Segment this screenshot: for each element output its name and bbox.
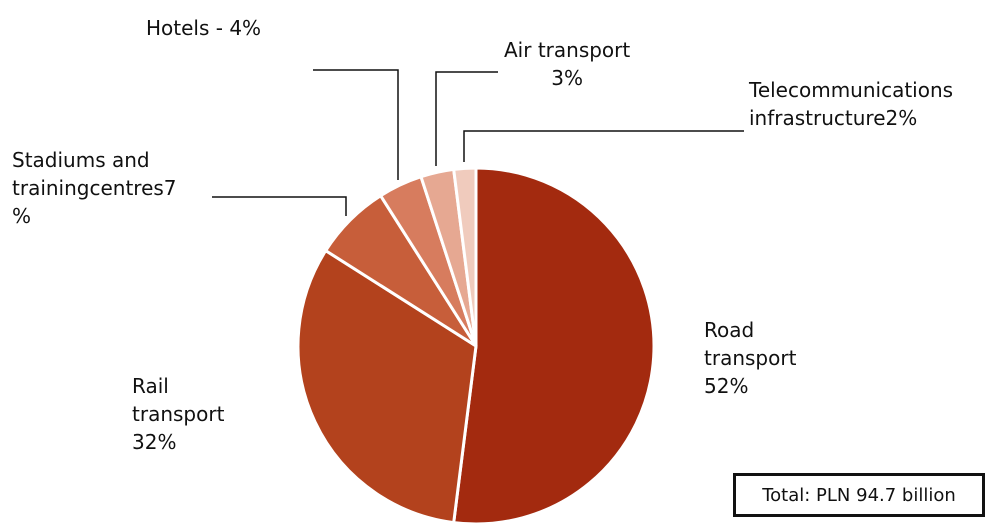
label-stadiums: Stadiums and trainingcentres7 % xyxy=(12,148,177,228)
label-air-transport: Air transport 3% xyxy=(504,38,631,90)
leader-lines xyxy=(212,69,744,216)
label-rail-transport: Rail transport 32% xyxy=(132,374,225,454)
total-label: Total: PLN 94.7 billion xyxy=(762,484,956,506)
total-box: Total: PLN 94.7 billion xyxy=(733,473,985,517)
leader-line-hotels xyxy=(313,69,399,180)
pie-slice-telecommunications-infrastructure xyxy=(452,166,478,347)
pie-slices xyxy=(296,166,656,524)
pie-slice-road-transport xyxy=(452,166,656,524)
label-telecommunications: Telecommunications infrastructure2% xyxy=(749,78,954,130)
label-road-transport: Road transport 52% xyxy=(704,318,797,398)
leader-line-stadiums-and-trainingcentres xyxy=(212,196,347,216)
label-hotels: Hotels - 4% xyxy=(146,16,262,40)
leader-line-telecommunications-infrastructure xyxy=(463,130,744,162)
leader-line-air-transport xyxy=(435,71,498,166)
